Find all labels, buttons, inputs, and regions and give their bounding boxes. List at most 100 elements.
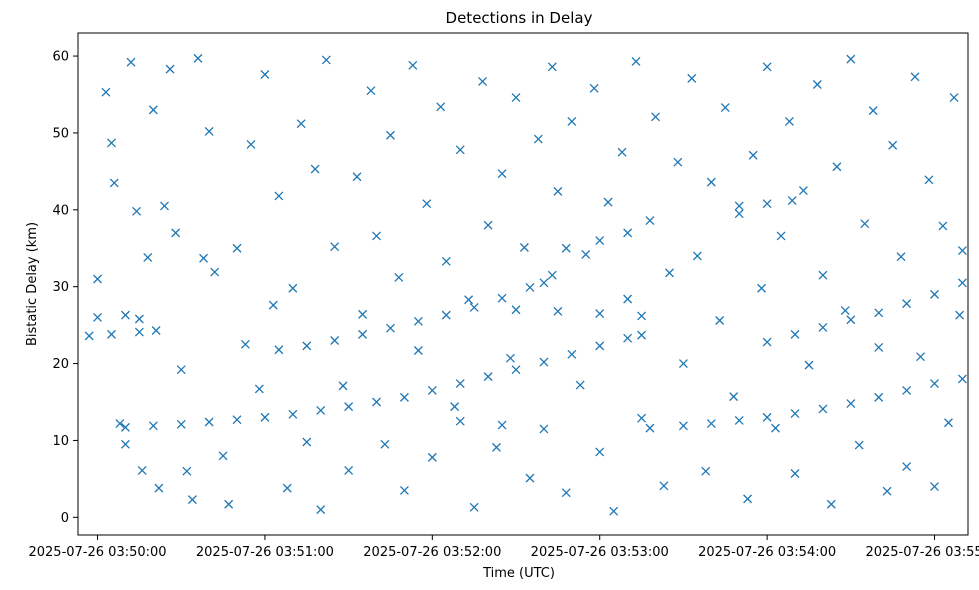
- data-point-marker: [210, 267, 220, 277]
- data-point-marker: [729, 392, 739, 402]
- data-point-marker: [372, 231, 381, 241]
- data-point-marker: [492, 442, 501, 452]
- x-tick-label: 2025-07-26 03:55:00: [865, 545, 979, 560]
- data-point-marker: [553, 186, 563, 196]
- data-point-marker: [860, 219, 870, 229]
- data-point-marker: [310, 164, 320, 174]
- data-point-marker: [260, 70, 270, 79]
- data-point-marker: [748, 150, 758, 160]
- data-point-marker: [818, 322, 828, 332]
- data-point-marker: [762, 337, 772, 347]
- y-tick-label: 40: [52, 203, 69, 218]
- y-tick-label: 30: [52, 280, 69, 295]
- y-tick-label: 20: [52, 357, 69, 372]
- data-point-marker: [441, 310, 451, 320]
- data-point-marker: [734, 201, 744, 211]
- data-point-marker: [380, 439, 390, 449]
- data-point-marker: [561, 243, 571, 253]
- data-point-marker: [274, 191, 284, 201]
- chart-title: Detections in Delay: [446, 9, 593, 27]
- data-point-marker: [413, 346, 423, 355]
- data-point-marker: [874, 342, 884, 352]
- data-point-marker: [955, 310, 965, 320]
- data-point-marker: [930, 379, 939, 389]
- data-point-marker: [533, 134, 543, 144]
- data-point-marker: [134, 314, 144, 324]
- data-point-marker: [148, 105, 158, 115]
- data-point-marker: [687, 73, 697, 83]
- data-point-marker: [910, 72, 920, 82]
- data-point-marker: [701, 466, 711, 476]
- data-point-marker: [776, 231, 786, 241]
- data-point-marker: [589, 83, 599, 93]
- data-point-marker: [450, 402, 460, 412]
- data-point-marker: [246, 140, 256, 149]
- data-point-marker: [595, 236, 605, 246]
- x-tick-label: 2025-07-26 03:53:00: [531, 545, 669, 560]
- data-point-marker: [143, 253, 153, 262]
- data-point-marker: [151, 326, 161, 335]
- data-point-marker: [427, 452, 437, 462]
- data-point-marker: [126, 57, 136, 67]
- x-tick-label: 2025-07-26 03:54:00: [698, 545, 836, 560]
- data-point-marker: [455, 379, 465, 389]
- data-point-marker: [107, 329, 116, 339]
- data-point-marker: [957, 246, 967, 256]
- data-point-marker: [187, 495, 197, 505]
- data-point-marker: [344, 402, 354, 412]
- data-point-marker: [637, 413, 647, 423]
- data-point-marker: [115, 419, 125, 428]
- data-point-marker: [120, 310, 130, 320]
- data-point-marker: [408, 60, 418, 70]
- data-point-marker: [706, 419, 716, 428]
- data-point-marker: [171, 228, 181, 238]
- data-point-marker: [846, 399, 856, 409]
- data-point-marker: [874, 308, 884, 318]
- data-point-marker: [330, 336, 340, 345]
- data-point-marker: [623, 294, 633, 304]
- data-point-marker: [120, 439, 130, 449]
- data-point-marker: [854, 440, 864, 450]
- data-point-marker: [505, 353, 515, 363]
- data-point-marker: [539, 357, 549, 367]
- data-point-marker: [798, 186, 808, 196]
- data-point-marker: [790, 409, 800, 418]
- data-point-marker: [804, 360, 814, 370]
- data-point-marker: [916, 352, 926, 362]
- data-point-marker: [302, 341, 312, 351]
- data-point-marker: [344, 465, 354, 475]
- data-point-marker: [924, 175, 934, 185]
- data-point-marker: [561, 488, 571, 498]
- data-point-marker: [282, 483, 292, 493]
- data-point-marker: [525, 473, 535, 483]
- data-point-marker: [818, 270, 828, 280]
- data-point-marker: [957, 278, 967, 288]
- x-tick-label: 2025-07-26 03:52:00: [363, 545, 501, 560]
- data-point-marker: [790, 329, 800, 339]
- data-point-marker: [645, 423, 655, 433]
- data-point-marker: [595, 309, 605, 319]
- data-point-marker: [787, 196, 797, 206]
- data-point-marker: [107, 138, 116, 148]
- data-point-marker: [358, 309, 368, 319]
- data-point-marker: [321, 55, 331, 65]
- data-point-marker: [784, 116, 794, 126]
- data-point-marker: [132, 206, 142, 216]
- data-point-marker: [902, 462, 912, 472]
- data-point-marker: [165, 64, 175, 74]
- data-point-marker: [734, 415, 744, 425]
- data-point-marker: [176, 365, 186, 375]
- data-point-marker: [154, 483, 164, 493]
- data-point-marker: [539, 278, 549, 288]
- data-point-marker: [427, 386, 437, 395]
- data-point-marker: [497, 169, 507, 179]
- data-point-marker: [511, 93, 521, 103]
- data-point-marker: [455, 416, 465, 426]
- data-point-marker: [539, 424, 549, 434]
- data-point-marker: [868, 106, 878, 116]
- data-point-marker: [511, 365, 521, 375]
- data-point-marker: [288, 409, 298, 419]
- data-point-marker: [422, 199, 432, 209]
- data-point-marker: [469, 302, 479, 312]
